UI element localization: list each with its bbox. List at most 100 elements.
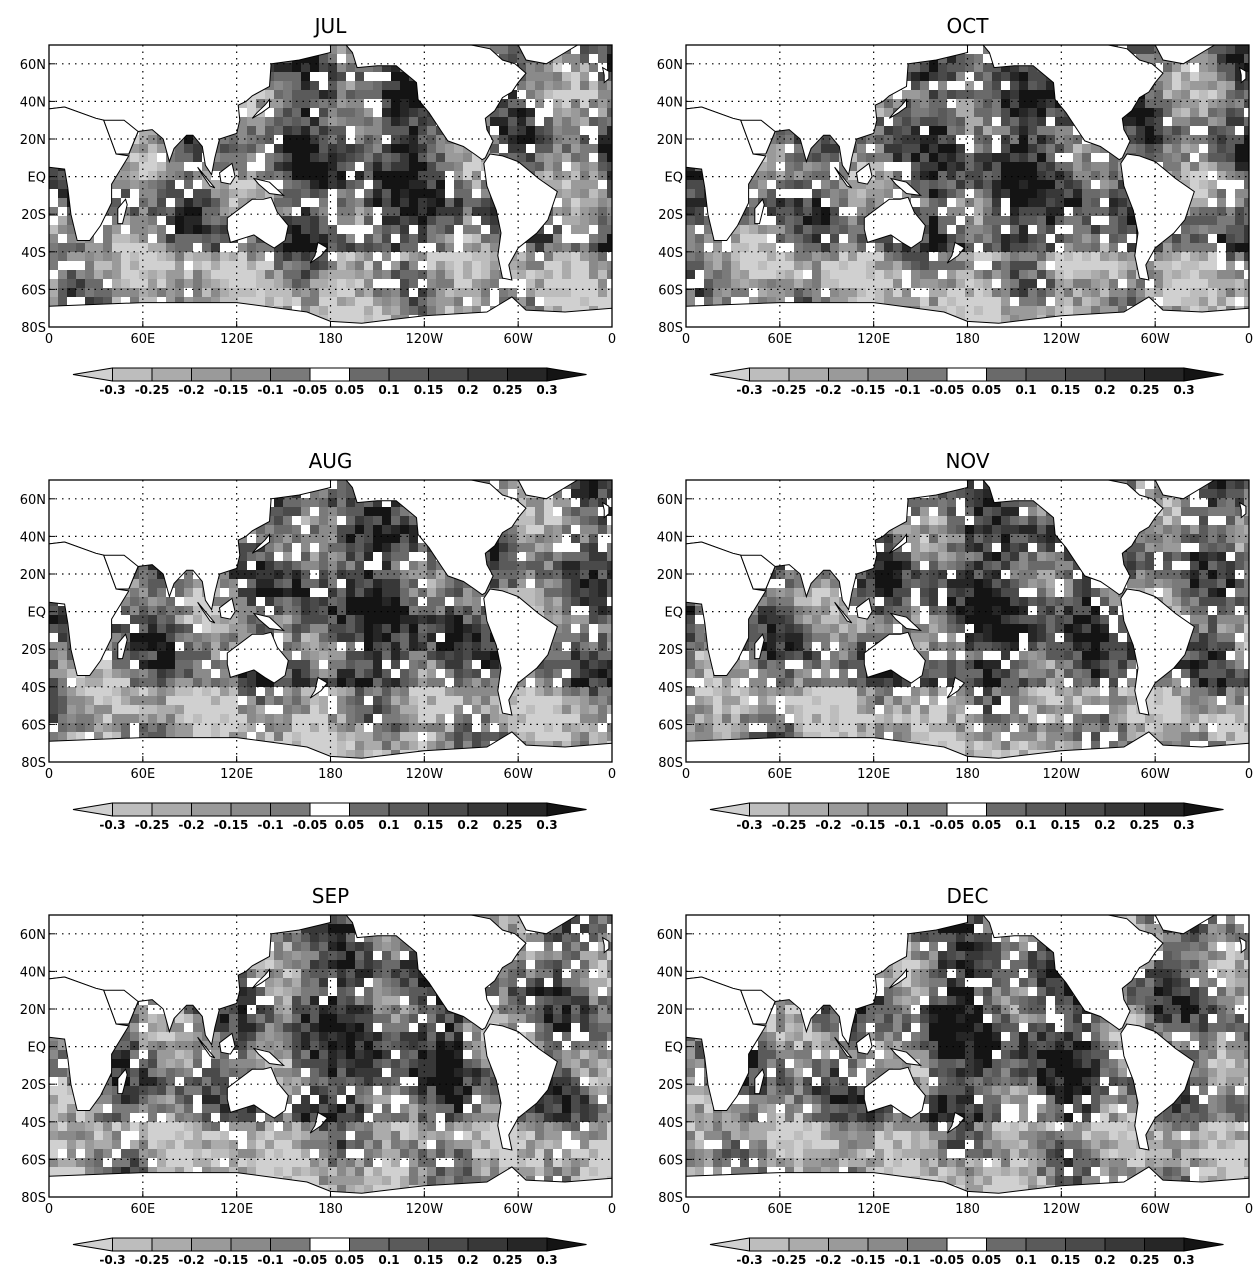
field-cell bbox=[1046, 144, 1056, 154]
field-cell bbox=[571, 72, 581, 82]
field-cell bbox=[902, 108, 912, 118]
field-cell bbox=[1100, 225, 1110, 235]
field-cell bbox=[749, 225, 759, 235]
field-cell bbox=[382, 552, 392, 562]
field-cell bbox=[157, 297, 167, 307]
field-cell bbox=[121, 180, 131, 190]
field-cell bbox=[938, 279, 948, 289]
field-cell bbox=[544, 153, 554, 163]
field-cell bbox=[686, 171, 696, 181]
field-cell bbox=[553, 171, 563, 181]
field-cell bbox=[517, 108, 527, 118]
field-cell bbox=[1073, 171, 1083, 181]
field-cell bbox=[247, 552, 257, 562]
field-cell bbox=[301, 126, 311, 136]
field-cell bbox=[103, 288, 113, 298]
field-cell bbox=[848, 198, 858, 208]
field-cell bbox=[400, 306, 410, 316]
field-cell bbox=[517, 63, 527, 73]
field-cell bbox=[1019, 90, 1029, 100]
field-cell bbox=[130, 225, 140, 235]
field-cell bbox=[1028, 135, 1038, 145]
field-cell bbox=[1118, 243, 1128, 253]
field-cell bbox=[1055, 270, 1065, 280]
field-cell bbox=[571, 180, 581, 190]
field-cell bbox=[589, 561, 599, 571]
field-cell bbox=[130, 207, 140, 217]
field-cell bbox=[875, 243, 885, 253]
field-cell bbox=[256, 270, 266, 280]
field-cell bbox=[607, 543, 612, 553]
field-cell bbox=[920, 126, 930, 136]
field-cell bbox=[292, 252, 302, 262]
field-cell bbox=[400, 207, 410, 217]
field-cell bbox=[490, 279, 500, 289]
field-cell bbox=[902, 261, 912, 271]
field-cell bbox=[391, 261, 401, 271]
field-cell bbox=[580, 216, 590, 226]
field-cell bbox=[1235, 135, 1245, 145]
field-cell bbox=[355, 279, 365, 289]
field-cell bbox=[517, 135, 527, 145]
field-cell bbox=[418, 552, 428, 562]
field-cell bbox=[589, 543, 599, 553]
field-cell bbox=[310, 579, 320, 589]
field-cell bbox=[812, 288, 822, 298]
field-cell bbox=[562, 189, 572, 199]
field-cell bbox=[247, 126, 257, 136]
field-cell bbox=[310, 288, 320, 298]
field-cell bbox=[1064, 117, 1074, 127]
field-cell bbox=[983, 234, 993, 244]
field-cell bbox=[911, 270, 921, 280]
field-cell bbox=[373, 507, 383, 517]
field-cell bbox=[319, 234, 329, 244]
field-cell bbox=[373, 579, 383, 589]
field-cell bbox=[571, 570, 581, 580]
lon-tick-label: 0 bbox=[1245, 332, 1253, 347]
field-cell bbox=[382, 561, 392, 571]
field-cell bbox=[112, 207, 122, 217]
field-cell bbox=[103, 279, 113, 289]
field-cell bbox=[139, 135, 149, 145]
field-cell bbox=[247, 189, 257, 199]
field-cell bbox=[1001, 171, 1011, 181]
colorbar: -0.3 -0.25 -0.2 -0.15 -0.1 -0.05 0.05 0.1 0.15 0.… bbox=[72, 367, 587, 397]
field-cell bbox=[929, 99, 939, 109]
field-cell bbox=[130, 171, 140, 181]
field-cell bbox=[382, 207, 392, 217]
field-cell bbox=[355, 570, 365, 580]
field-cell bbox=[1163, 135, 1173, 145]
field-cell bbox=[1019, 306, 1029, 316]
field-cell bbox=[580, 288, 590, 298]
field-cell bbox=[175, 288, 185, 298]
field-cell bbox=[1055, 243, 1065, 253]
field-cell bbox=[1010, 135, 1020, 145]
field-cell bbox=[1208, 135, 1218, 145]
field-cell bbox=[1163, 90, 1173, 100]
field-cell bbox=[355, 261, 365, 271]
field-cell bbox=[553, 108, 563, 118]
field-cell bbox=[839, 243, 849, 253]
field-cell bbox=[1118, 270, 1128, 280]
field-cell bbox=[848, 270, 858, 280]
field-cell bbox=[1064, 261, 1074, 271]
field-cell bbox=[85, 279, 95, 289]
field-cell bbox=[328, 45, 338, 55]
field-cell bbox=[1010, 207, 1020, 217]
field-cell bbox=[1244, 171, 1249, 181]
field-cell bbox=[1217, 144, 1227, 154]
field-cell bbox=[1208, 99, 1218, 109]
field-cell bbox=[1001, 207, 1011, 217]
field-cell bbox=[1019, 243, 1029, 253]
field-cell bbox=[812, 144, 822, 154]
field-cell bbox=[965, 135, 975, 145]
field-cell bbox=[562, 162, 572, 172]
field-cell bbox=[400, 261, 410, 271]
field-cell bbox=[1208, 261, 1218, 271]
field-cell bbox=[956, 144, 966, 154]
field-cell bbox=[1217, 153, 1227, 163]
field-cell bbox=[1208, 153, 1218, 163]
field-cell bbox=[1001, 126, 1011, 136]
field-cell bbox=[1172, 81, 1182, 91]
field-cell bbox=[776, 252, 786, 262]
